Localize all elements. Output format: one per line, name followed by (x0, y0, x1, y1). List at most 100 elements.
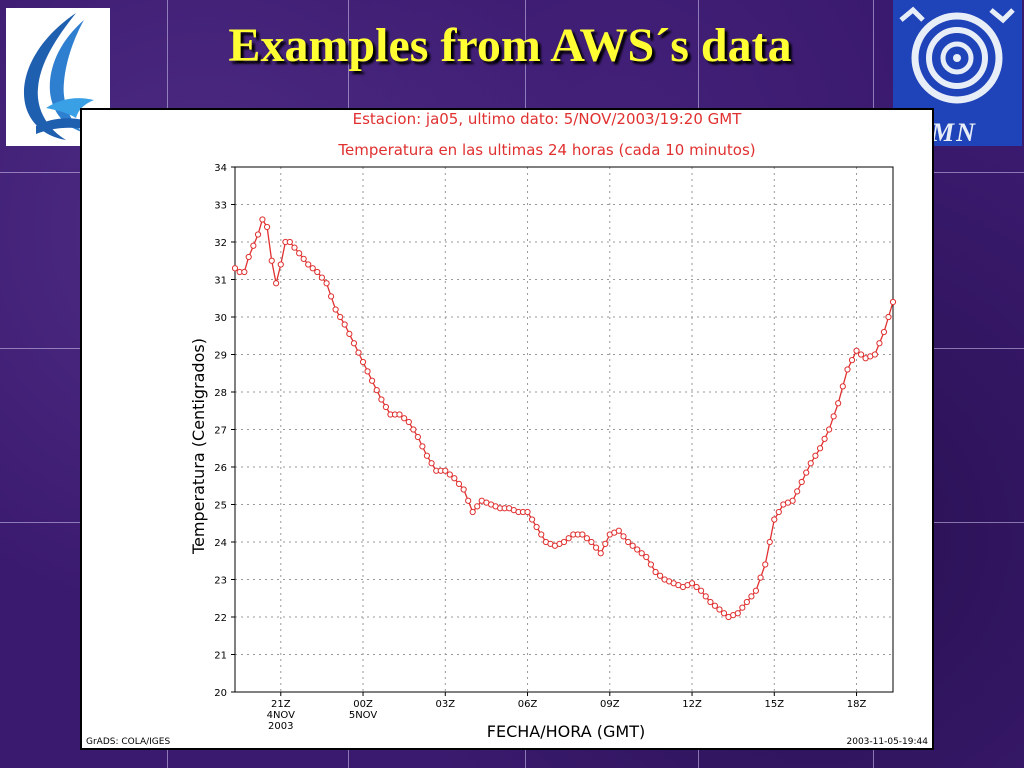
temperature-point (707, 598, 714, 606)
temperature-point (419, 443, 426, 450)
temperature-point (254, 231, 262, 238)
temperature-point (880, 328, 888, 336)
temperature-point (885, 313, 892, 321)
temperature-point (588, 538, 595, 546)
temperature-point (798, 478, 805, 486)
y-tick-label: 30 (214, 313, 227, 324)
temperature-point (405, 418, 412, 426)
temperature-point (652, 568, 659, 576)
temperature-point (323, 280, 330, 287)
temperature-point (305, 261, 312, 268)
temperature-point (341, 321, 348, 328)
y-tick-label: 34 (214, 163, 227, 174)
temperature-point (414, 433, 421, 441)
temperature-point (277, 261, 284, 268)
y-tick-label: 29 (214, 351, 227, 362)
temperature-point (766, 538, 773, 546)
temperature-point (748, 593, 755, 600)
temperature-point (355, 349, 362, 356)
temperature-point (382, 403, 390, 411)
temperature-point (789, 497, 796, 504)
temperature-point (524, 508, 531, 516)
y-tick-label: 20 (214, 688, 227, 699)
x-tick-sublabel: 5NOV (349, 710, 378, 721)
x-tick-label: 09Z (600, 699, 620, 710)
temperature-point (268, 257, 275, 264)
temperature-point (337, 313, 344, 321)
temperature-chart: Estacion: ja05, ultimo dato: 5/NOV/2003/… (80, 108, 934, 750)
temperature-point (734, 610, 741, 617)
temperature-point (812, 452, 819, 459)
temperature-point (697, 587, 705, 594)
temperature-point (794, 488, 801, 495)
temperature-point (286, 238, 293, 246)
temperature-point (739, 604, 746, 611)
x-tick-label: 15Z (764, 699, 784, 710)
temperature-point (469, 508, 476, 516)
temperature-point (807, 460, 814, 467)
temperature-point (688, 580, 696, 587)
temperature-point (410, 426, 417, 433)
temperature-point (241, 268, 248, 276)
temperature-point (597, 550, 604, 557)
temperature-point (803, 469, 810, 476)
temperature-point (871, 351, 879, 358)
temperature-point (373, 387, 380, 394)
temperature-point (538, 531, 545, 538)
temperature-point (273, 280, 280, 287)
spiral-logo-icon: MN (893, 0, 1022, 147)
temperature-point (423, 452, 431, 459)
plot-area-border (234, 166, 894, 693)
chart-svg: Estacion: ja05, ultimo dato: 5/NOV/2003/… (86, 110, 929, 747)
temperature-point (656, 572, 664, 579)
temperature-point (364, 368, 371, 375)
footer-right: 2003-11-05-19:44 (847, 737, 929, 747)
temperature-point (848, 357, 856, 364)
temperature-point (300, 255, 307, 262)
temperature-point (853, 347, 860, 354)
temperature-point (720, 610, 728, 617)
x-tick-label: 06Z (518, 699, 538, 710)
temperature-point (629, 542, 636, 549)
temperature-point (634, 546, 641, 553)
temperature-point (583, 535, 590, 542)
temperature-point (263, 223, 271, 231)
temperature-point (346, 330, 353, 337)
temperature-point (474, 503, 481, 510)
temperature-point (625, 538, 632, 546)
temperature-point (579, 531, 586, 538)
temperature-point (565, 535, 572, 542)
temperature-point (762, 561, 769, 568)
y-tick-label: 26 (214, 463, 227, 474)
x-tick-label: 12Z (682, 699, 702, 710)
temperature-point (250, 242, 257, 249)
temperature-point (318, 274, 326, 281)
x-tick-sublabel: 2003 (268, 721, 293, 732)
temperature-point (368, 377, 376, 384)
temperature-point (446, 471, 453, 478)
temperature-point (821, 435, 828, 442)
x-tick-label: 18Z (847, 699, 867, 710)
temperature-point (775, 508, 782, 516)
temperature-point (743, 598, 750, 606)
temperature-point (455, 480, 463, 487)
y-tick-label: 21 (214, 651, 227, 662)
temperature-point (528, 516, 536, 523)
temperature-point (327, 293, 335, 300)
temperature-point (350, 340, 358, 347)
chart-subtitle: Temperatura en las ultimas 24 horas (cad… (337, 141, 755, 159)
y-tick-label: 24 (214, 538, 227, 549)
temperature-point (615, 527, 622, 534)
temperature-point (816, 445, 824, 452)
temperature-point (560, 538, 568, 546)
temperature-point (396, 411, 403, 418)
temperature-point (401, 415, 408, 422)
temperature-point (752, 587, 760, 594)
temperature-point (839, 383, 846, 390)
temperature-point (460, 486, 467, 493)
temperature-point (835, 400, 842, 407)
temperature-point (291, 244, 298, 251)
temperature-point (602, 540, 609, 547)
temperature-point (245, 253, 252, 261)
y-tick-label: 32 (214, 238, 227, 249)
